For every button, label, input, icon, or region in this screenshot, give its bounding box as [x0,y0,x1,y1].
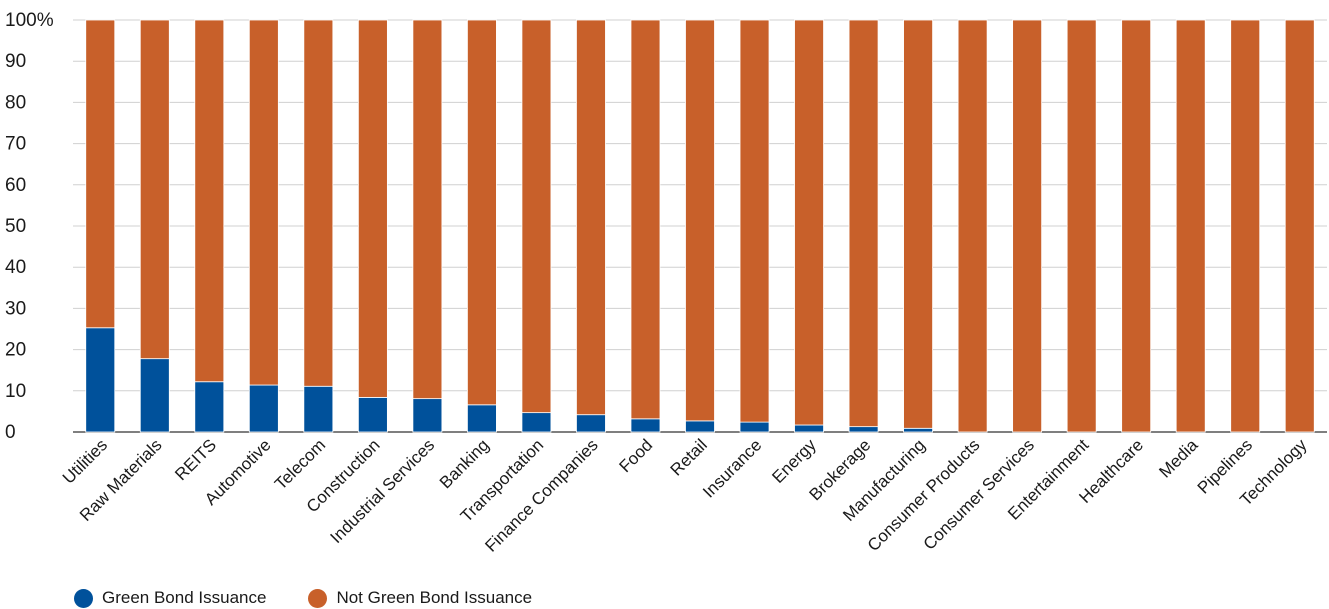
bar-segment-green [903,427,933,433]
bar-segment-green [139,358,170,433]
bar-segment-green [739,421,770,433]
legend-swatch-green [74,588,93,608]
y-tick-label: 80 [5,92,26,113]
bar-segment-not-green [1284,19,1315,433]
bar-segment-not-green [412,19,443,400]
bar-segment-green [467,404,497,433]
x-tick-label: REITS [171,435,220,484]
bar-segment-not-green [1230,19,1261,433]
bar-segment-not-green [521,19,552,414]
legend-item-green: Green Bond Issuance [74,588,266,608]
y-tick-label: 60 [5,175,26,196]
y-tick-label: 70 [5,134,26,155]
bar-segment-not-green [85,19,116,329]
x-tick-label: Utilities [59,435,111,487]
bar-segment-not-green [194,19,225,383]
legend-label-not-green: Not Green Bond Issuance [336,588,533,607]
bar-segment-not-green [903,19,933,429]
bar-segment-not-green [848,19,879,428]
y-tick-label: 10 [5,381,26,402]
bar-segment-green [303,385,334,433]
bar-segment-green [848,426,879,433]
bar-segment-not-green [1012,19,1043,433]
bar-segment-green [248,384,279,433]
bar-segment-not-green [467,19,497,406]
y-tick-label: 0 [5,422,16,443]
bar-segment-green [85,327,116,433]
x-tick-label: Insurance [699,435,765,501]
x-tick-label: Retail [667,435,711,479]
bar-segment-not-green [139,19,170,360]
bar-segment-green [521,412,552,433]
legend: Green Bond Issuance Not Green Bond Issua… [74,588,574,608]
bar-segment-not-green [1175,19,1206,433]
bar-segment-not-green [576,19,606,416]
y-tick-label: 40 [5,257,26,278]
y-tick-label: 20 [5,340,26,361]
x-tick-label: Food [615,435,656,476]
legend-item-not-green: Not Green Bond Issuance [308,588,532,608]
bar-segment-not-green [685,19,715,422]
bar-segment-green [685,420,715,433]
bar-segment-not-green [357,19,388,398]
bar-segment-not-green [957,19,988,433]
y-tick-label: 50 [5,216,26,237]
bar-segment-not-green [794,19,824,426]
bar-segment-not-green [248,19,279,386]
bar-segment-green [630,418,661,433]
x-tick-label: Energy [768,435,820,487]
bar-segment-not-green [1066,19,1097,433]
legend-swatch-not-green [308,588,328,608]
bar-segment-green [194,381,225,433]
bar-segment-green [357,396,388,433]
bar-segment-green [576,414,606,433]
x-tick-label: Media [1155,435,1202,482]
bar-segment-not-green [303,19,334,387]
y-tick-label: 90 [5,51,26,72]
bar-segment-not-green [739,19,770,423]
x-tick-label: Industrial Services [327,435,439,547]
bar-segment-not-green [1121,19,1152,433]
bar-segment-green [412,398,443,433]
bar-segment-not-green [630,19,661,420]
y-tick-label: 100% [5,10,54,31]
bar-segment-green [794,424,824,433]
y-tick-label: 30 [5,298,26,319]
legend-label-green: Green Bond Issuance [102,588,267,607]
